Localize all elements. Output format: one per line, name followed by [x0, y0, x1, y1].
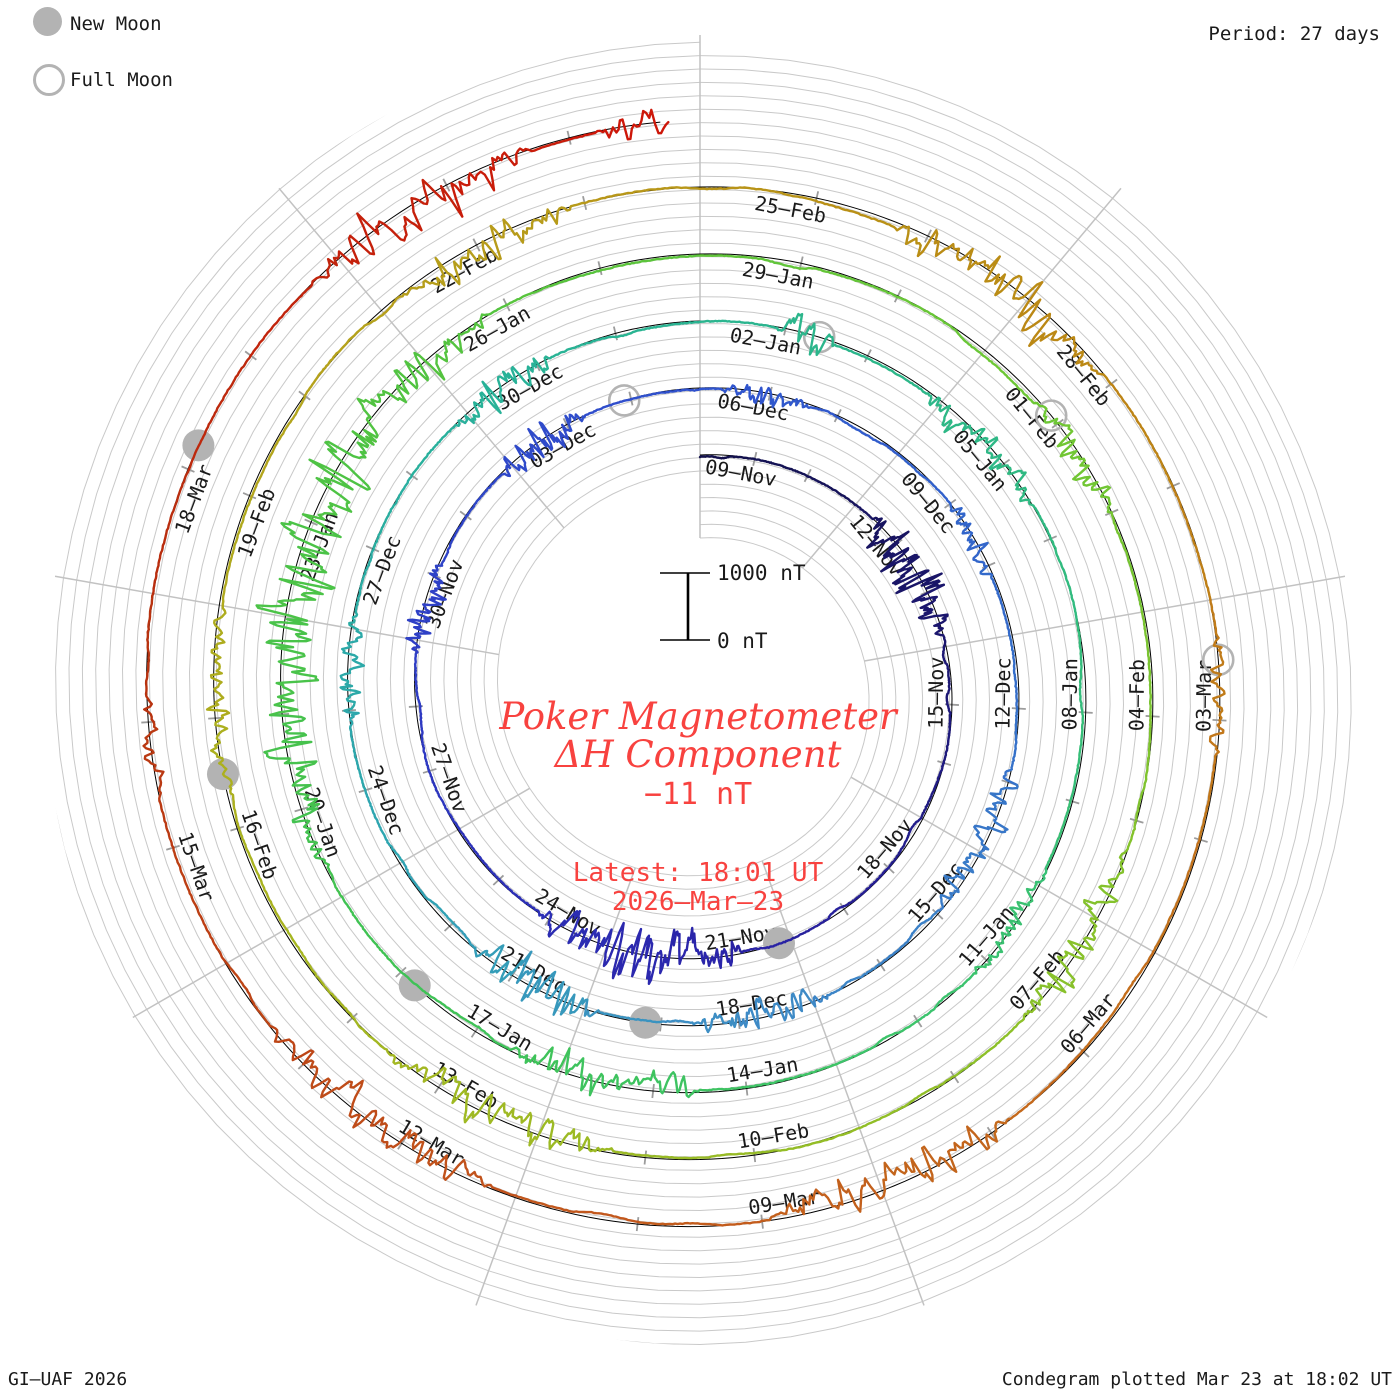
date-label: 01–Feb — [1000, 382, 1064, 453]
date-label: 28–Feb — [1052, 340, 1116, 411]
period-label: Period: 27 days — [1208, 23, 1380, 45]
legend-new-moon-label: New Moon — [70, 13, 162, 35]
legend-full-moon-label: Full Moon — [70, 69, 173, 91]
scale-bar — [660, 572, 710, 641]
date-label: 09–Nov — [703, 454, 778, 491]
date-label: 08–Jan — [1057, 658, 1082, 731]
credit-label: GI–UAF 2026 — [8, 1369, 128, 1390]
full-moon-marker — [1034, 399, 1068, 432]
scale-bottom-label: 0 nT — [717, 629, 768, 653]
new-moon-icon — [33, 7, 62, 36]
date-label: 04–Feb — [1124, 659, 1149, 732]
date-label: 12–Dec — [990, 657, 1015, 730]
full-moon-icon — [33, 64, 65, 96]
date-label: 16–Feb — [236, 806, 283, 882]
date-label: 22–Feb — [427, 242, 502, 298]
moon-markers — [182, 320, 1235, 1039]
date-label: 14–Jan — [725, 1052, 800, 1087]
plot-title-line2: ΔH Component — [554, 733, 842, 776]
radial-grid — [45, 35, 1352, 1345]
full-moon-marker — [1201, 643, 1235, 677]
scale-top-label: 1000 nT — [717, 561, 806, 585]
latest-date-label: 2026–Mar–23 — [611, 887, 785, 917]
full-moon-marker — [607, 384, 641, 417]
new-moon-marker — [629, 1006, 662, 1039]
plotted-note: Condegram plotted Mar 23 at 18:02 UT — [1001, 1369, 1392, 1390]
latest-time-label: Latest: 18:01 UT — [572, 858, 824, 888]
date-label: 15–Nov — [924, 656, 949, 729]
current-value: −11 nT — [643, 777, 753, 812]
magnetometer-trace — [142, 108, 1226, 1227]
date-label: 02–Jan — [728, 323, 803, 360]
plot-title-line1: Poker Magnetometer — [499, 695, 897, 738]
